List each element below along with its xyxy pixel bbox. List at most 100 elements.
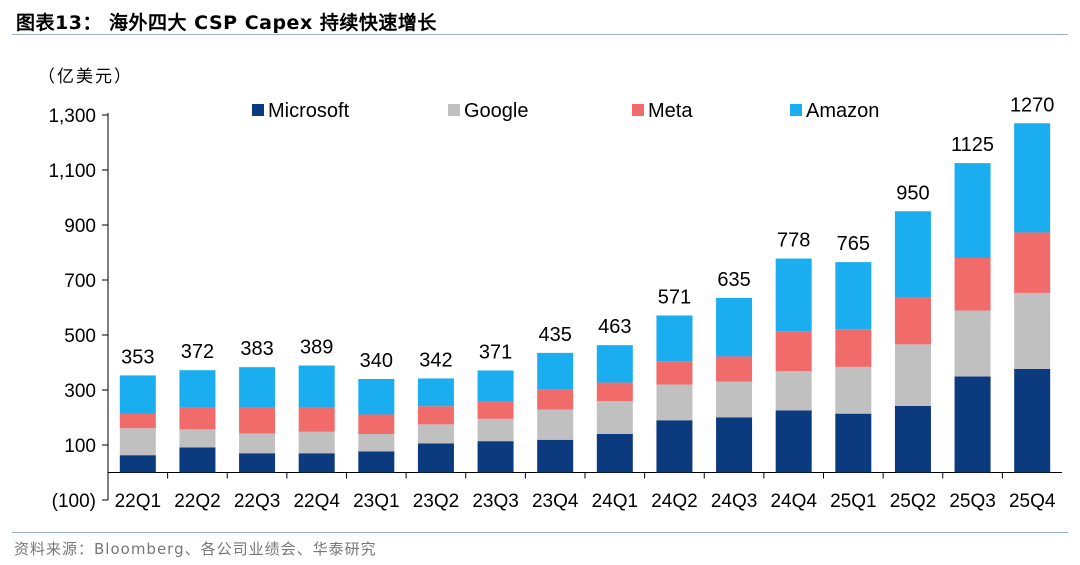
bar-google-23q4	[537, 409, 574, 440]
x-tick-label: 25Q1	[830, 491, 876, 512]
bar-amazon-25q4	[1014, 123, 1051, 233]
total-label-22q2: 372	[181, 341, 214, 363]
y-tick-label: 100	[64, 436, 96, 457]
total-label-24q1: 463	[598, 316, 631, 338]
bar-meta-24q3	[716, 356, 753, 382]
x-tick-label: 23Q3	[472, 491, 518, 512]
bar-meta-22q4	[298, 407, 335, 432]
y-tick-label: 700	[64, 271, 96, 292]
bar-google-24q3	[716, 381, 753, 418]
y-tick-label: 300	[64, 381, 96, 402]
figure-title: 图表13： 海外四大 CSP Capex 持续快速增长	[16, 12, 437, 34]
total-label-22q1: 353	[121, 346, 154, 368]
y-tick-label: (100)	[52, 491, 96, 512]
bar-amazon-24q4	[775, 258, 812, 332]
bar-google-23q2	[417, 424, 454, 444]
bar-amazon-25q2	[894, 211, 931, 298]
total-label-24q3: 635	[717, 269, 750, 291]
x-tick-label: 23Q4	[532, 491, 579, 512]
bar-microsoft-23q4	[537, 439, 574, 473]
bar-meta-25q4	[1014, 232, 1051, 293]
bar-microsoft-23q2	[417, 443, 454, 473]
unit-label: （亿美元）	[38, 67, 133, 87]
bar-amazon-23q3	[477, 370, 514, 402]
footer-divider	[12, 532, 1068, 533]
bar-google-24q2	[656, 384, 693, 421]
bar-meta-24q2	[656, 361, 693, 385]
bar-microsoft-24q3	[716, 417, 753, 473]
bar-google-24q1	[596, 401, 633, 434]
bar-meta-25q2	[894, 297, 931, 345]
bar-amazon-23q1	[358, 379, 395, 415]
bar-google-24q4	[775, 371, 812, 411]
x-tick-label: 22Q2	[174, 491, 220, 512]
y-tick-label: 500	[64, 326, 96, 347]
x-tick-label: 23Q1	[353, 491, 399, 512]
legend-swatch-meta	[632, 104, 644, 116]
bar-microsoft-23q1	[358, 451, 395, 473]
total-label-23q4: 435	[539, 324, 572, 346]
bar-amazon-22q1	[119, 375, 156, 414]
bar-microsoft-25q1	[835, 413, 872, 473]
bar-meta-23q1	[358, 414, 395, 434]
bar-meta-24q4	[775, 331, 812, 372]
y-tick-label: 1,300	[48, 106, 96, 127]
x-tick-label: 23Q2	[413, 491, 459, 512]
x-tick-label: 25Q4	[1009, 491, 1056, 512]
total-label-23q1: 340	[360, 350, 393, 372]
legend-swatch-amazon	[790, 104, 802, 116]
bar-microsoft-25q3	[954, 376, 991, 473]
total-label-22q4: 389	[300, 337, 333, 359]
bar-microsoft-23q3	[477, 441, 514, 473]
total-label-25q3: 1125	[951, 134, 994, 156]
bar-google-23q1	[358, 434, 395, 452]
bar-google-22q4	[298, 431, 335, 454]
legend-swatch-microsoft	[252, 104, 264, 116]
bar-amazon-23q2	[417, 378, 454, 407]
bar-microsoft-25q4	[1014, 368, 1051, 473]
bar-google-25q4	[1014, 292, 1051, 369]
total-label-25q1: 765	[837, 233, 870, 255]
bar-meta-24q1	[596, 382, 633, 401]
bar-microsoft-22q4	[298, 453, 335, 473]
y-tick-label: 1,100	[48, 161, 96, 182]
figure-header: 图表13： 海外四大 CSP Capex 持续快速增长	[12, 4, 1068, 34]
x-tick-label: 25Q2	[890, 491, 936, 512]
bar-google-23q3	[477, 418, 514, 442]
bar-amazon-25q3	[954, 163, 991, 258]
x-tick-label: 24Q4	[770, 491, 817, 512]
total-label-24q4: 778	[777, 230, 810, 252]
bar-amazon-24q2	[656, 315, 693, 362]
x-tick-label: 22Q3	[234, 491, 280, 512]
bar-microsoft-24q4	[775, 410, 812, 473]
bar-amazon-22q2	[179, 370, 216, 408]
bar-amazon-25q1	[835, 262, 872, 330]
source-note: 资料来源：Bloomberg、各公司业绩会、华泰研究	[14, 540, 377, 558]
bar-google-25q2	[894, 344, 931, 406]
bar-amazon-23q4	[537, 352, 574, 390]
bar-google-25q3	[954, 310, 991, 377]
bar-microsoft-22q3	[239, 453, 276, 473]
bar-meta-22q1	[119, 413, 156, 429]
bar-microsoft-25q2	[894, 405, 931, 473]
bar-amazon-22q4	[298, 365, 335, 408]
bar-microsoft-22q2	[179, 447, 216, 473]
bar-google-25q1	[835, 366, 872, 414]
bar-google-22q3	[239, 433, 276, 454]
bar-google-22q2	[179, 429, 216, 448]
bar-amazon-24q1	[596, 345, 633, 383]
bar-google-22q1	[119, 428, 156, 456]
bar-meta-25q3	[954, 258, 991, 311]
title-divider	[12, 34, 1068, 35]
x-tick-label: 22Q4	[293, 491, 340, 512]
legend-swatch-google	[448, 104, 460, 116]
total-label-25q4: 1270	[1010, 94, 1055, 116]
x-tick-label: 24Q2	[651, 491, 697, 512]
bar-meta-25q1	[835, 329, 872, 367]
total-label-23q2: 342	[419, 349, 452, 371]
legend-label-google: Google	[464, 100, 529, 122]
bar-amazon-22q3	[239, 367, 276, 408]
bar-microsoft-22q1	[119, 455, 156, 473]
bar-meta-23q3	[477, 401, 514, 419]
